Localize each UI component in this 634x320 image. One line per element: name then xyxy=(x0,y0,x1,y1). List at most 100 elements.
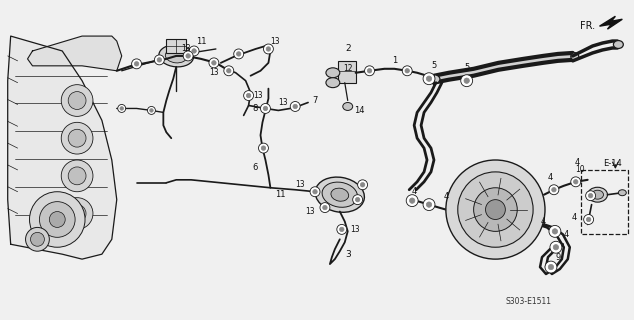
Circle shape xyxy=(586,191,595,201)
Circle shape xyxy=(358,180,368,190)
Text: S303-E1511: S303-E1511 xyxy=(505,297,551,306)
Circle shape xyxy=(549,185,559,195)
Circle shape xyxy=(30,232,44,246)
Text: 13: 13 xyxy=(181,44,191,53)
Circle shape xyxy=(365,66,375,76)
Circle shape xyxy=(549,225,561,237)
Circle shape xyxy=(461,75,472,87)
Circle shape xyxy=(224,66,234,76)
Circle shape xyxy=(340,227,344,232)
Circle shape xyxy=(290,101,300,111)
Text: 13: 13 xyxy=(295,180,305,189)
Circle shape xyxy=(474,188,517,231)
Text: 11: 11 xyxy=(196,36,206,45)
Circle shape xyxy=(261,146,266,150)
Circle shape xyxy=(259,143,268,153)
Ellipse shape xyxy=(159,45,193,67)
Text: 5: 5 xyxy=(464,63,469,72)
Circle shape xyxy=(209,58,219,68)
Circle shape xyxy=(61,85,93,116)
Text: 13: 13 xyxy=(209,68,219,77)
Circle shape xyxy=(226,68,231,73)
Text: 3: 3 xyxy=(345,250,351,259)
Text: 13: 13 xyxy=(305,207,315,216)
Circle shape xyxy=(192,49,197,53)
Ellipse shape xyxy=(614,41,623,48)
Circle shape xyxy=(132,59,141,69)
Ellipse shape xyxy=(331,188,349,201)
Text: 14: 14 xyxy=(354,106,365,115)
Ellipse shape xyxy=(592,190,604,199)
Bar xyxy=(166,39,186,53)
Text: 8: 8 xyxy=(253,104,258,113)
Text: 4: 4 xyxy=(575,158,580,167)
Polygon shape xyxy=(434,53,573,83)
Text: 2: 2 xyxy=(345,44,351,53)
Text: 1: 1 xyxy=(392,56,397,65)
Circle shape xyxy=(552,188,556,192)
Circle shape xyxy=(264,44,273,54)
Circle shape xyxy=(323,205,327,210)
Circle shape xyxy=(553,244,559,250)
Circle shape xyxy=(574,180,578,184)
Circle shape xyxy=(353,195,363,204)
Circle shape xyxy=(186,54,190,58)
Circle shape xyxy=(243,91,254,100)
Circle shape xyxy=(61,122,93,154)
Text: 5: 5 xyxy=(431,61,437,70)
Circle shape xyxy=(39,202,75,237)
Circle shape xyxy=(402,66,412,76)
Circle shape xyxy=(134,62,139,66)
Circle shape xyxy=(313,189,317,194)
Ellipse shape xyxy=(322,182,358,207)
Circle shape xyxy=(148,107,155,114)
Circle shape xyxy=(545,261,557,273)
Circle shape xyxy=(263,106,268,111)
Text: 9: 9 xyxy=(555,253,560,262)
Circle shape xyxy=(212,60,216,65)
Circle shape xyxy=(423,73,435,85)
Ellipse shape xyxy=(428,75,440,84)
Circle shape xyxy=(426,202,432,207)
Circle shape xyxy=(49,212,65,228)
Circle shape xyxy=(293,104,297,109)
Circle shape xyxy=(68,129,86,147)
Circle shape xyxy=(548,264,553,270)
Polygon shape xyxy=(27,36,122,71)
Ellipse shape xyxy=(588,187,607,202)
Text: 4: 4 xyxy=(411,187,417,196)
Circle shape xyxy=(464,78,469,84)
Circle shape xyxy=(234,49,243,59)
Ellipse shape xyxy=(618,190,626,196)
Circle shape xyxy=(189,46,199,56)
Polygon shape xyxy=(8,36,117,259)
Text: 13: 13 xyxy=(271,36,280,45)
Circle shape xyxy=(571,177,581,187)
Circle shape xyxy=(155,55,164,65)
Circle shape xyxy=(360,182,365,187)
Text: 4: 4 xyxy=(572,213,578,222)
Circle shape xyxy=(68,204,86,222)
Circle shape xyxy=(588,194,593,198)
Text: 7: 7 xyxy=(313,96,318,105)
Bar xyxy=(581,170,628,234)
Circle shape xyxy=(426,76,432,81)
Text: 13: 13 xyxy=(278,98,288,107)
Text: 11: 11 xyxy=(275,190,285,199)
Text: 4: 4 xyxy=(563,230,569,239)
Bar xyxy=(338,61,356,83)
Ellipse shape xyxy=(326,78,340,88)
Circle shape xyxy=(367,68,372,73)
Circle shape xyxy=(68,92,86,109)
Circle shape xyxy=(120,107,124,110)
Circle shape xyxy=(486,200,505,220)
Circle shape xyxy=(550,241,562,253)
Circle shape xyxy=(68,167,86,185)
Text: 13: 13 xyxy=(350,225,359,234)
Circle shape xyxy=(584,214,593,224)
Circle shape xyxy=(61,198,93,229)
Circle shape xyxy=(337,224,347,234)
Circle shape xyxy=(586,217,591,222)
Circle shape xyxy=(118,105,126,112)
Circle shape xyxy=(446,160,545,259)
